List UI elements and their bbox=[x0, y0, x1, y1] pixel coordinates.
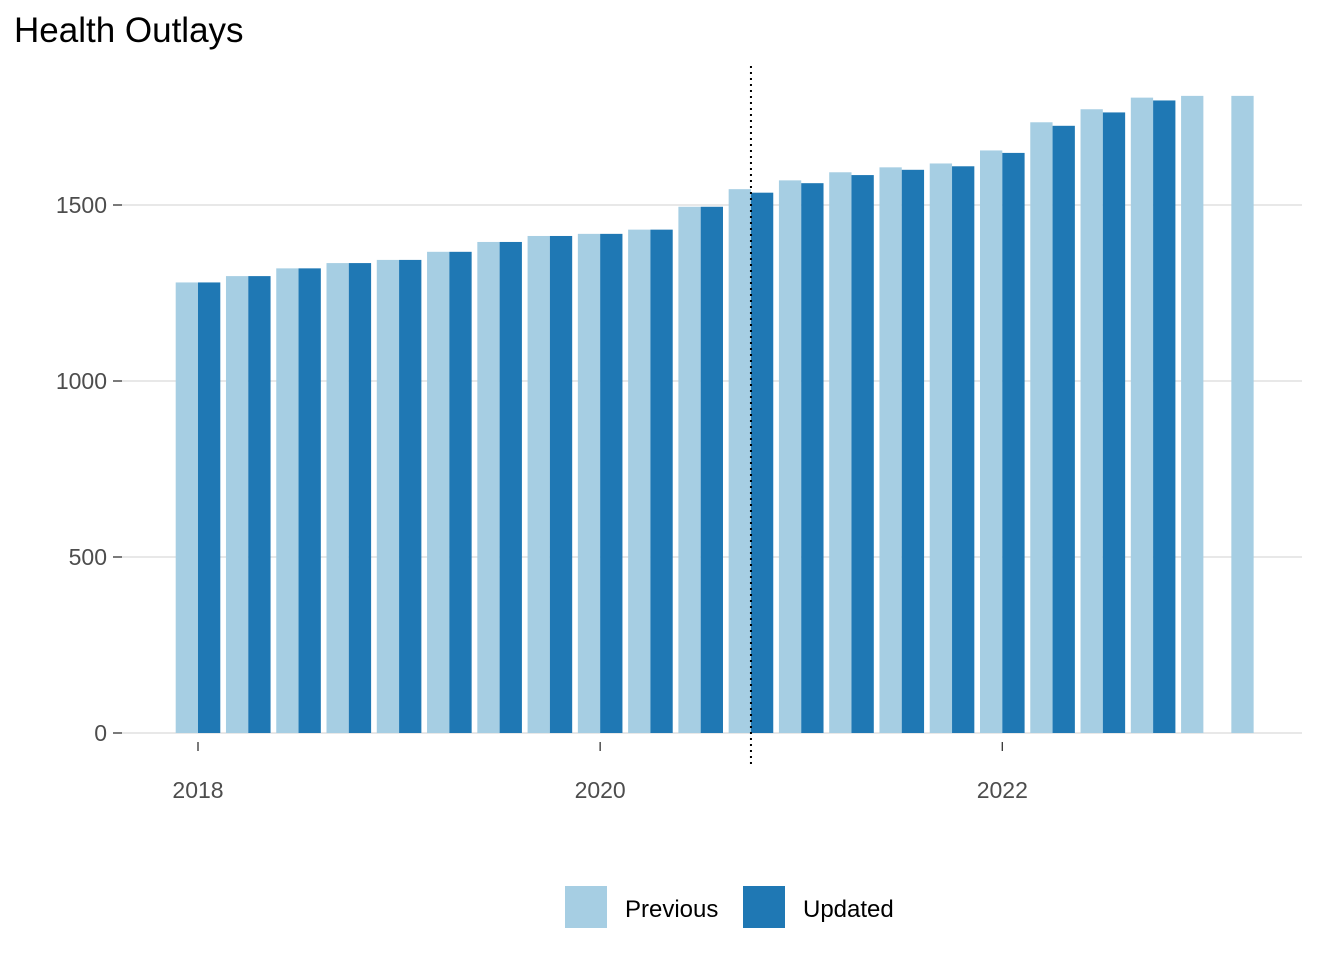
bar-updated bbox=[348, 263, 372, 733]
bar-updated bbox=[750, 192, 774, 733]
legend-label-updated: Updated bbox=[803, 896, 894, 923]
bar-updated bbox=[1153, 100, 1176, 734]
bars bbox=[175, 95, 1254, 734]
bar-updated bbox=[851, 175, 874, 733]
bar-previous bbox=[678, 206, 701, 733]
bar-updated bbox=[700, 206, 723, 733]
y-tick-label: 1500 bbox=[56, 192, 107, 218]
bar-previous bbox=[527, 235, 550, 733]
bar-updated bbox=[1052, 125, 1075, 734]
y-tick-label: 1000 bbox=[56, 368, 107, 394]
bar-updated bbox=[549, 235, 573, 733]
bar-previous bbox=[1231, 95, 1254, 733]
legend-label-previous: Previous bbox=[625, 896, 718, 923]
bar-previous bbox=[175, 282, 198, 733]
bar-previous bbox=[276, 268, 299, 733]
chart-title: Health Outlays bbox=[14, 11, 244, 50]
bar-previous bbox=[778, 180, 802, 734]
bar-updated bbox=[1102, 112, 1126, 733]
bar-updated bbox=[449, 251, 472, 734]
bar-previous bbox=[225, 276, 249, 733]
bar-updated bbox=[399, 259, 422, 733]
bar-previous bbox=[577, 233, 601, 733]
y-tick-label: 0 bbox=[94, 720, 107, 746]
bar-updated bbox=[1002, 152, 1025, 734]
bar-previous bbox=[326, 263, 349, 733]
bar-previous bbox=[1130, 97, 1154, 733]
bar-previous bbox=[628, 229, 651, 733]
x-axis: 2018 2020 2022 bbox=[172, 742, 1028, 803]
bar-previous bbox=[728, 189, 751, 733]
x-tick-label: 2020 bbox=[575, 777, 626, 803]
bar-updated bbox=[298, 268, 321, 733]
bar-previous bbox=[1181, 95, 1204, 733]
bar-previous bbox=[829, 172, 852, 733]
bar-previous bbox=[1030, 122, 1053, 733]
bar-updated bbox=[952, 166, 975, 733]
bar-updated bbox=[600, 233, 623, 733]
bar-updated bbox=[901, 169, 925, 734]
bar-previous bbox=[376, 259, 400, 733]
bar-previous bbox=[1080, 109, 1103, 734]
bar-previous bbox=[477, 241, 500, 733]
bar-updated bbox=[499, 241, 522, 733]
y-tick-label: 500 bbox=[69, 544, 107, 570]
bar-previous bbox=[980, 150, 1003, 733]
bar-updated bbox=[801, 183, 824, 733]
bar-previous bbox=[427, 251, 450, 734]
legend-swatch-previous bbox=[565, 886, 607, 928]
legend: Previous Updated bbox=[565, 886, 894, 928]
x-tick-label: 2022 bbox=[977, 777, 1028, 803]
bar-updated bbox=[650, 229, 673, 733]
bar-updated bbox=[198, 282, 221, 733]
bar-previous bbox=[879, 167, 902, 733]
bar-previous bbox=[929, 163, 953, 734]
x-tick-label: 2018 bbox=[172, 777, 223, 803]
legend-swatch-updated bbox=[743, 886, 785, 928]
bar-updated bbox=[248, 276, 271, 733]
y-axis: 0 500 1000 1500 bbox=[56, 192, 122, 746]
